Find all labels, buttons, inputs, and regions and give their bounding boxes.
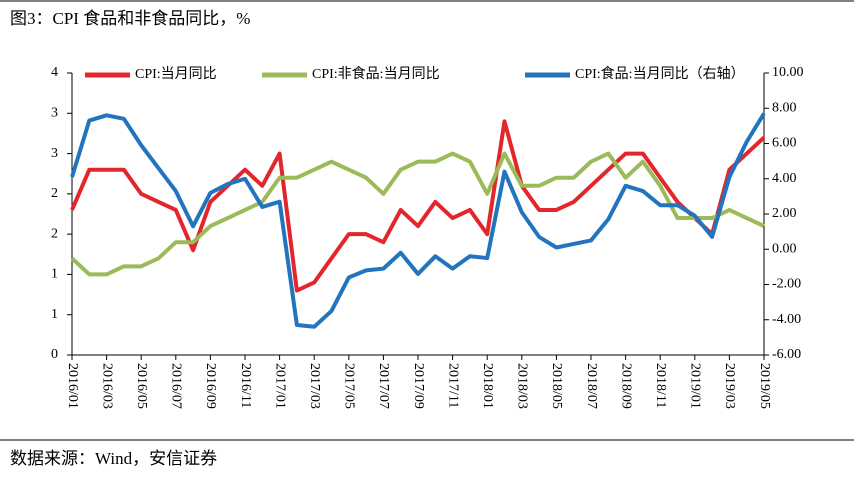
y2-tick-label: 2.00 bbox=[772, 206, 797, 221]
x-tick-label: 2016/07 bbox=[169, 363, 184, 409]
y2-tick-label: 10.00 bbox=[772, 65, 804, 80]
x-tick-label: 2016/01 bbox=[65, 363, 80, 409]
x-tick-label: 2016/03 bbox=[99, 363, 114, 409]
x-tick-label: 2017/05 bbox=[342, 363, 357, 409]
y2-tick-label: 6.00 bbox=[772, 136, 797, 151]
x-tick-label: 2018/01 bbox=[480, 363, 495, 409]
y2-tick-label: -6.00 bbox=[772, 347, 801, 362]
legend-label: CPI:食品:当月同比（右轴） bbox=[575, 65, 745, 82]
x-tick-label: 2017/07 bbox=[376, 363, 391, 409]
series-line bbox=[70, 151, 765, 277]
x-tick-label: 2016/05 bbox=[134, 363, 149, 409]
legend-label: CPI:当月同比 bbox=[135, 66, 217, 82]
y-tick-label: 2 bbox=[51, 186, 58, 201]
y2-tick-label: 8.00 bbox=[772, 100, 797, 115]
x-tick-label: 2018/09 bbox=[618, 363, 633, 409]
y2-tick-label: 0.00 bbox=[772, 241, 797, 256]
x-tick-label: 2017/03 bbox=[307, 363, 322, 409]
series-line bbox=[70, 119, 766, 293]
x-tick-label: 2017/09 bbox=[411, 363, 426, 409]
source-note: 数据来源：Wind，安信证券 bbox=[10, 449, 217, 468]
x-tick-label: 2017/01 bbox=[272, 363, 287, 409]
legend-label: CPI:非食品:当月同比 bbox=[312, 65, 440, 82]
y-tick-label: 1 bbox=[51, 267, 58, 282]
y-tick-label: 1 bbox=[51, 307, 58, 322]
series-line bbox=[70, 112, 766, 329]
y-tick-label: 3 bbox=[51, 146, 58, 161]
y-tick-label: 4 bbox=[51, 65, 58, 80]
y2-tick-label: 4.00 bbox=[772, 171, 797, 186]
x-tick-label: 2018/05 bbox=[549, 363, 564, 409]
x-tick-label: 2019/01 bbox=[688, 363, 703, 409]
y-tick-label: 0 bbox=[51, 347, 58, 362]
x-tick-label: 2018/07 bbox=[584, 363, 599, 409]
x-tick-label: 2016/09 bbox=[203, 363, 218, 409]
y-tick-label: 2 bbox=[51, 226, 58, 241]
y-tick-label: 3 bbox=[51, 106, 58, 121]
y2-tick-label: -2.00 bbox=[772, 277, 801, 292]
x-tick-label: 2019/03 bbox=[722, 363, 737, 409]
x-tick-label: 2019/05 bbox=[757, 363, 772, 409]
x-tick-label: 2018/03 bbox=[515, 363, 530, 409]
x-tick-label: 2017/11 bbox=[445, 363, 460, 408]
x-tick-label: 2018/11 bbox=[653, 363, 668, 408]
y2-tick-label: -4.00 bbox=[772, 312, 801, 327]
x-tick-label: 2016/11 bbox=[238, 363, 253, 408]
chart-title: 图3：CPI 食品和非食品同比，% bbox=[10, 9, 250, 28]
